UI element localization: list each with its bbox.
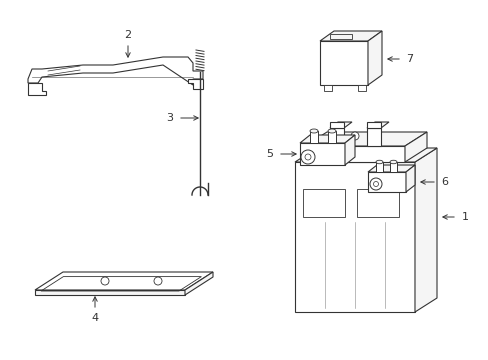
Polygon shape (28, 83, 46, 95)
Polygon shape (35, 290, 184, 295)
Bar (329, 34, 351, 39)
Bar (389, 162, 396, 172)
Text: 3: 3 (166, 113, 173, 123)
Polygon shape (305, 132, 426, 146)
Polygon shape (319, 31, 381, 41)
Bar (303, 189, 345, 217)
Bar (356, 189, 398, 217)
Polygon shape (366, 122, 388, 128)
Polygon shape (184, 272, 213, 295)
Text: 4: 4 (91, 313, 99, 323)
Bar (305, 146, 404, 162)
Bar (367, 172, 405, 192)
Bar (309, 131, 317, 143)
Bar (366, 122, 380, 128)
Text: 6: 6 (441, 177, 447, 187)
Bar (327, 131, 335, 143)
Text: 7: 7 (406, 54, 413, 64)
Bar (299, 143, 345, 165)
Polygon shape (294, 148, 436, 162)
Bar (366, 128, 380, 146)
Text: 5: 5 (266, 149, 273, 159)
Polygon shape (405, 165, 414, 192)
Ellipse shape (327, 129, 335, 133)
Circle shape (369, 178, 381, 190)
Polygon shape (28, 57, 203, 85)
Ellipse shape (309, 129, 317, 133)
Bar (329, 128, 343, 146)
Circle shape (350, 132, 358, 140)
Polygon shape (414, 148, 436, 312)
Polygon shape (345, 135, 354, 165)
Bar (329, 122, 343, 128)
Bar (324, 85, 331, 91)
Polygon shape (299, 135, 354, 143)
Polygon shape (187, 79, 203, 89)
Polygon shape (35, 272, 213, 290)
Polygon shape (367, 165, 414, 172)
Ellipse shape (389, 160, 396, 164)
Text: 2: 2 (124, 30, 131, 40)
Bar (319, 41, 367, 85)
Text: 1: 1 (461, 212, 468, 222)
Bar (375, 162, 382, 172)
Bar (357, 85, 365, 91)
Bar (294, 162, 414, 312)
Polygon shape (367, 31, 381, 85)
Ellipse shape (375, 160, 382, 164)
Polygon shape (329, 122, 351, 128)
Polygon shape (404, 132, 426, 162)
Circle shape (301, 150, 314, 164)
